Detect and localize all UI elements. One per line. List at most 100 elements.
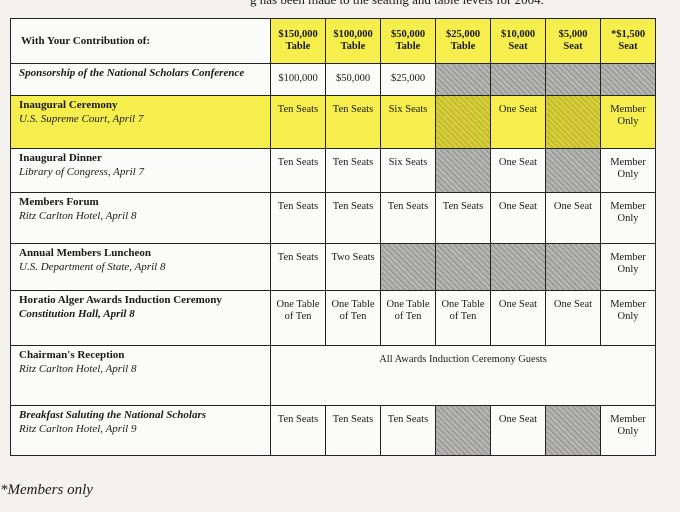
column-header: $50,000 Table (380, 18, 436, 64)
allocation-cell: Ten Seats (325, 192, 381, 244)
event-venue: Ritz Carlton Hotel, April 9 (19, 422, 137, 435)
event-venue: U.S. Department of State, April 8 (19, 260, 166, 273)
column-header-line: $10,000 (500, 28, 536, 40)
allocation-cell: Ten Seats (380, 192, 436, 244)
row-label: Annual Members Luncheon U.S. Department o… (10, 243, 271, 291)
column-header: $150,000 Table (270, 18, 326, 64)
table-row: Members Forum Ritz Carlton Hotel, April 8… (10, 192, 656, 244)
allocation-cell: One Seat (490, 192, 546, 244)
column-header-line: $100,000 (333, 28, 373, 40)
spanning-cell: All Awards Induction Ceremony Guests (270, 345, 656, 406)
footnote: *Members only (0, 482, 93, 498)
allocation-cell: One Seat (490, 405, 546, 456)
allocation-cell: Ten Seats (270, 243, 326, 291)
allocation-cell: One Seat (490, 148, 546, 193)
column-header-line: Seat (618, 41, 638, 52)
allocation-cell: Six Seats (380, 95, 436, 149)
column-header-line: Table (285, 41, 311, 52)
table-row: Sponsorship of the National Scholars Con… (10, 63, 656, 96)
allocation-cell: Two Seats (325, 243, 381, 291)
unavailable-cell (435, 95, 491, 149)
table-row: Inaugural Ceremony U.S. Supreme Court, Ap… (10, 95, 656, 149)
unavailable-cell (545, 95, 601, 149)
column-header-line: Seat (508, 41, 528, 52)
allocation-cell: Ten Seats (325, 148, 381, 193)
allocation-cell: Member Only (600, 192, 656, 244)
allocation-cell: One Seat (545, 192, 601, 244)
column-header-line: $50,000 (390, 28, 426, 40)
row-label: Breakfast Saluting the National Scholars… (10, 405, 271, 456)
column-header-line: Table (395, 41, 421, 52)
allocation-cell: $25,000 (380, 63, 436, 96)
unavailable-cell (435, 148, 491, 193)
allocation-cell: Ten Seats (270, 405, 326, 456)
allocation-cell: Ten Seats (325, 405, 381, 456)
event-title: Inaugural Ceremony (19, 99, 118, 111)
top-text: g has been made to the seating and table… (250, 0, 544, 8)
column-header: $5,000 Seat (545, 18, 601, 64)
allocation-cell: One Seat (490, 290, 546, 346)
allocation-cell: Ten Seats (325, 95, 381, 149)
allocation-cell: Member Only (600, 148, 656, 193)
row-label: Chairman's Reception Ritz Carlton Hotel, … (10, 345, 271, 406)
column-header-line: $5,000 (558, 28, 588, 40)
allocation-cell: One Table of Ten (380, 290, 436, 346)
column-header: $10,000 Seat (490, 18, 546, 64)
event-venue: Constitution Hall, April 8 (19, 307, 135, 320)
unavailable-cell (380, 243, 436, 291)
column-header-line: Seat (563, 41, 583, 52)
allocation-cell: $100,000 (270, 63, 326, 96)
unavailable-cell (490, 63, 546, 96)
event-venue: Ritz Carlton Hotel, April 8 (19, 362, 137, 375)
allocation-cell: One Table of Ten (325, 290, 381, 346)
allocation-cell: One Table of Ten (270, 290, 326, 346)
allocation-cell: One Seat (545, 290, 601, 346)
table-row: Chairman's Reception Ritz Carlton Hotel, … (10, 345, 656, 406)
column-header-line: Table (340, 41, 366, 52)
event-venue: Library of Congress, April 7 (19, 165, 144, 178)
event-title: Members Forum (19, 196, 99, 208)
event-title: Chairman's Reception (19, 349, 125, 361)
unavailable-cell (545, 243, 601, 291)
header-row: With Your Contribution of: $150,000 Table… (10, 18, 656, 64)
event-venue: U.S. Supreme Court, April 7 (19, 112, 144, 125)
allocation-cell: Ten Seats (435, 192, 491, 244)
allocation-cell: Member Only (600, 243, 656, 291)
allocation-cell: One Table of Ten (435, 290, 491, 346)
column-header-line: $25,000 (445, 28, 481, 40)
column-header-line: $150,000 (278, 28, 318, 40)
unavailable-cell (435, 243, 491, 291)
allocation-cell: Member Only (600, 405, 656, 456)
unavailable-cell (545, 63, 601, 96)
event-title: Annual Members Luncheon (19, 247, 152, 259)
unavailable-cell (435, 405, 491, 456)
allocation-cell: Ten Seats (380, 405, 436, 456)
table-row: Annual Members Luncheon U.S. Department o… (10, 243, 656, 291)
unavailable-cell (545, 148, 601, 193)
row-label: Members Forum Ritz Carlton Hotel, April 8 (10, 192, 271, 244)
column-header-line: *$1,500 (610, 28, 646, 40)
event-title: Breakfast Saluting the National Scholars (19, 409, 207, 421)
event-title: Sponsorship of the National Scholars Con… (19, 67, 245, 79)
allocation-cell: Member Only (600, 290, 656, 346)
row-label: Horatio Alger Awards Induction Ceremony C… (10, 290, 271, 346)
table-row: Breakfast Saluting the National Scholars… (10, 405, 656, 456)
allocation-cell: Member Only (600, 95, 656, 149)
allocation-cell: Ten Seats (270, 95, 326, 149)
header-label: With Your Contribution of: (10, 18, 271, 64)
row-label: Inaugural Ceremony U.S. Supreme Court, Ap… (10, 95, 271, 149)
unavailable-cell (545, 405, 601, 456)
column-header: *$1,500 Seat (600, 18, 656, 64)
allocation-cell: $50,000 (325, 63, 381, 96)
unavailable-cell (600, 63, 656, 96)
row-label: Sponsorship of the National Scholars Con… (10, 63, 271, 96)
allocation-cell: Ten Seats (270, 148, 326, 193)
unavailable-cell (490, 243, 546, 291)
event-title: Horatio Alger Awards Induction Ceremony (19, 294, 222, 306)
column-header: $100,000 Table (325, 18, 381, 64)
row-label: Inaugural Dinner Library of Congress, Apr… (10, 148, 271, 193)
event-title: Inaugural Dinner (19, 152, 102, 164)
allocation-cell: One Seat (490, 95, 546, 149)
column-header-line: Table (450, 41, 476, 52)
